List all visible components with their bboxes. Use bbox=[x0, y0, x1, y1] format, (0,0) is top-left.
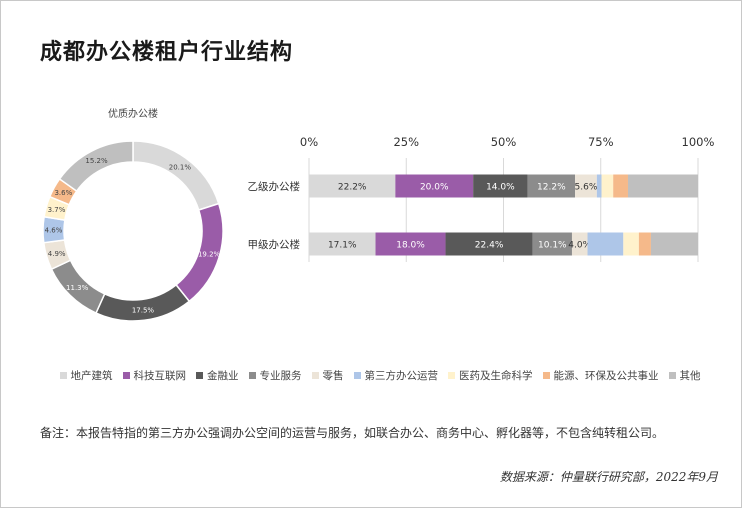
legend-label: 专业服务 bbox=[259, 370, 302, 382]
bar-segment bbox=[638, 232, 651, 256]
bar-segment bbox=[575, 174, 597, 198]
bar-segment bbox=[596, 174, 602, 198]
bar-segment bbox=[571, 232, 588, 256]
x-tick-label: 50% bbox=[491, 135, 517, 149]
legend-label: 第三方办公运营 bbox=[364, 370, 439, 382]
legend-item: 科技互联网 bbox=[122, 368, 187, 383]
bar-segment-label: 17.1% bbox=[328, 241, 357, 251]
footnote: 备注：本报告特指的第三方办公强调办公空间的运营与服务，如联合办公、商务中心、孵化… bbox=[40, 426, 665, 440]
bar-segment-label: 12.2% bbox=[537, 183, 566, 193]
legend-item: 医药及生命科学 bbox=[448, 368, 533, 383]
bar-segment-label: 22.4% bbox=[475, 241, 504, 251]
legend-swatch bbox=[448, 372, 455, 379]
legend-label: 科技互联网 bbox=[133, 370, 187, 382]
donut-slice-label: 3.6% bbox=[54, 189, 72, 197]
y-category-label: 乙级办公楼 bbox=[248, 180, 301, 193]
legend-item: 专业服务 bbox=[248, 368, 302, 383]
x-tick-label: 25% bbox=[393, 135, 419, 149]
legend-swatch bbox=[542, 372, 550, 379]
donut-slice-label: 3.7% bbox=[48, 206, 66, 214]
x-tick-label: 75% bbox=[588, 135, 614, 149]
legend-item: 金融业 bbox=[196, 368, 239, 383]
y-category-label: 甲级办公楼 bbox=[248, 238, 301, 251]
bar-segment bbox=[532, 232, 572, 256]
legend-swatch bbox=[311, 372, 319, 379]
legend-label: 地产建筑 bbox=[70, 370, 113, 382]
data-source: 数据来源：仲量联行研究部，2022年9月 bbox=[499, 470, 718, 484]
bar-segment bbox=[587, 232, 624, 256]
legend-swatch bbox=[353, 372, 361, 379]
bar-segment-label: 20.0% bbox=[420, 183, 449, 193]
legend-swatch bbox=[59, 372, 67, 379]
bar-segment bbox=[601, 174, 614, 198]
donut-title: 优质办公楼 bbox=[108, 107, 158, 120]
donut-slice bbox=[58, 140, 134, 193]
donut-slice bbox=[95, 283, 191, 322]
bar-segment-label: 18.0% bbox=[396, 241, 425, 251]
legend-swatch bbox=[196, 372, 203, 379]
bar-segment bbox=[650, 232, 698, 256]
bar-segment bbox=[527, 174, 576, 198]
legend-item: 其他 bbox=[668, 368, 701, 383]
legend-swatch bbox=[668, 372, 676, 379]
x-tick-label: 100% bbox=[682, 135, 715, 149]
bar-segment bbox=[623, 232, 639, 256]
donut-slice bbox=[132, 140, 220, 211]
bar-segment-label: 5.6% bbox=[575, 183, 598, 193]
legend-swatch bbox=[248, 372, 256, 379]
x-tick-label: 0% bbox=[300, 135, 318, 149]
bar-segment bbox=[613, 174, 628, 198]
legend-swatch bbox=[122, 372, 130, 379]
legend-label: 医药及生命科学 bbox=[459, 370, 533, 382]
chart-title: 成都办公楼租户行业结构 bbox=[40, 40, 294, 65]
donut-slice-label: 4.6% bbox=[45, 226, 63, 234]
bar-segment bbox=[395, 174, 474, 198]
donut-slice-label: 20.1% bbox=[169, 163, 192, 171]
bar-segment-label: 14.0% bbox=[486, 183, 515, 193]
legend-label: 能源、环保及公共事业 bbox=[553, 370, 659, 382]
legend-item: 能源、环保及公共事业 bbox=[542, 368, 659, 383]
legend-item: 地产建筑 bbox=[59, 368, 113, 383]
bar-segment bbox=[627, 174, 698, 198]
donut-slice-label: 17.5% bbox=[132, 306, 155, 314]
legend-label: 零售 bbox=[322, 370, 344, 382]
legend-item: 第三方办公运营 bbox=[353, 368, 439, 383]
bar-segment bbox=[375, 232, 446, 256]
donut-slice-label: 11.3% bbox=[66, 284, 89, 292]
donut-slice-label: 4.9% bbox=[48, 250, 66, 258]
bar-segment bbox=[309, 174, 396, 198]
chart-legend: 地产建筑 科技互联网 金融业 专业服务 零售 第三方办公运营 医药及生命科学 能源、环保及公共… bbox=[40, 368, 720, 383]
donut-slice-label: 15.2% bbox=[85, 157, 108, 165]
legend-label: 其他 bbox=[679, 370, 701, 382]
bar-segment bbox=[473, 174, 528, 198]
bar-segment bbox=[309, 232, 376, 256]
bar-segment bbox=[445, 232, 533, 256]
donut-slice-label: 19.2% bbox=[198, 250, 221, 258]
legend-item: 零售 bbox=[311, 368, 344, 383]
bar-segment-label: 10.1% bbox=[538, 241, 567, 251]
bar-segment-label: 4.0% bbox=[568, 241, 591, 251]
bar-segment-label: 22.2% bbox=[338, 183, 367, 193]
legend-label: 金融业 bbox=[207, 370, 239, 382]
